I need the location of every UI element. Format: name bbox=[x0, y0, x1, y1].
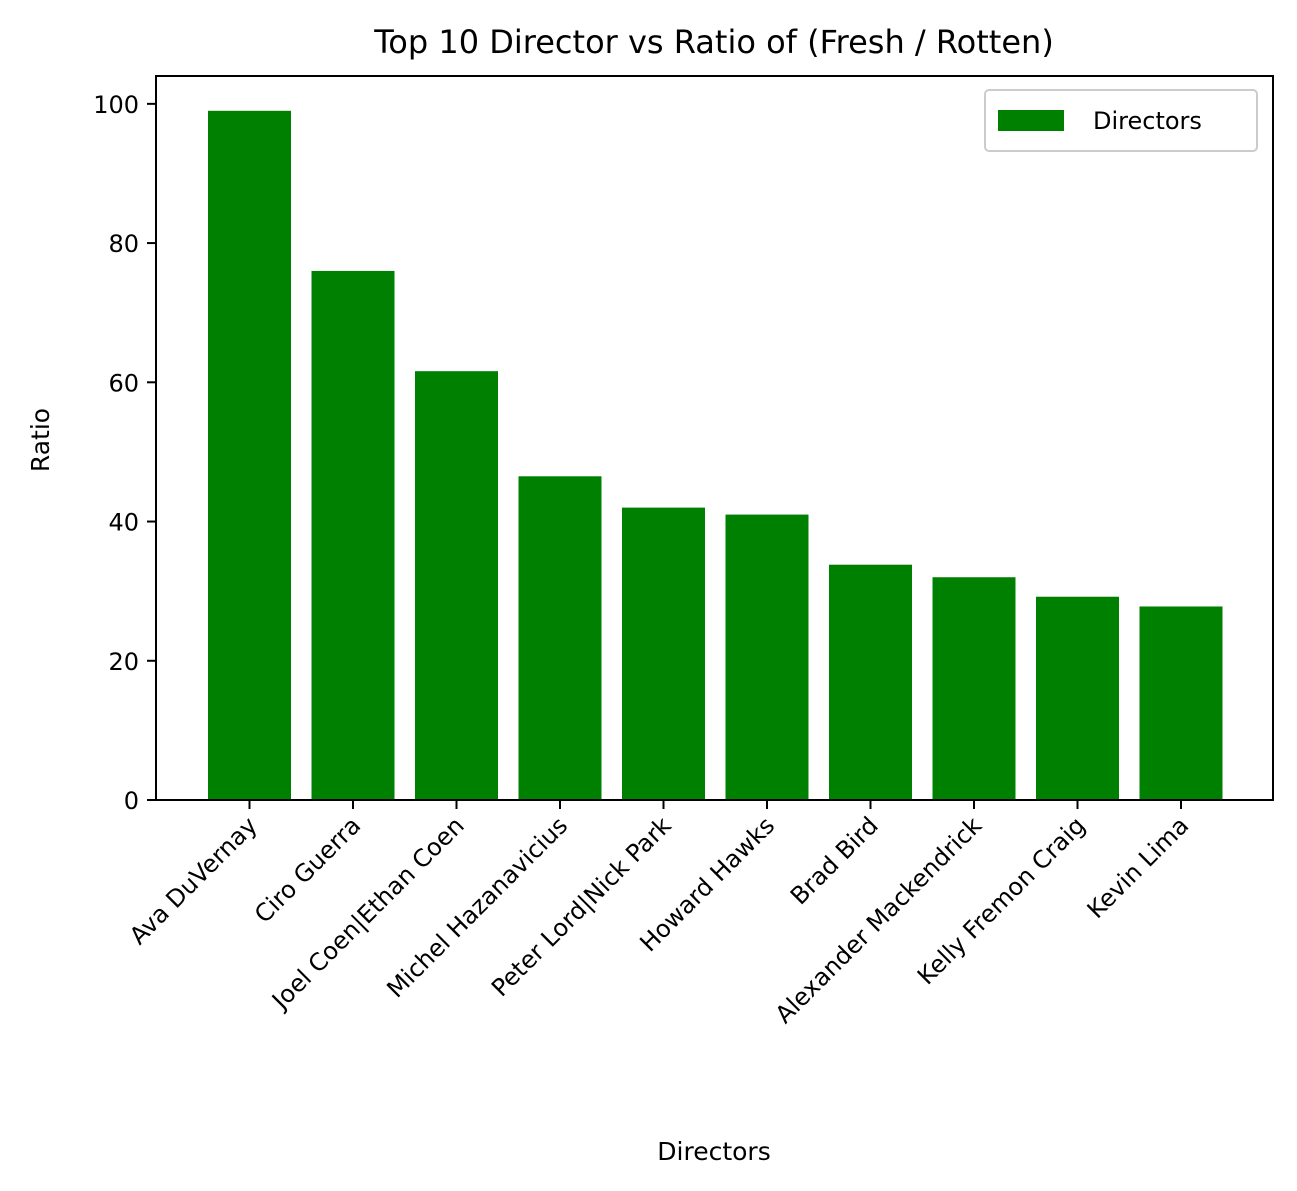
plot-frame bbox=[155, 75, 1274, 801]
y-tick-label-1: 20 bbox=[108, 648, 139, 676]
chart-title: Top 10 Director vs Ratio of (Fresh / Rot… bbox=[373, 23, 1054, 61]
x-tick-label-3: Michel Hazanavicius bbox=[381, 811, 573, 1003]
legend-frame bbox=[984, 89, 1258, 152]
x-tick-label-0: Ava DuVernay bbox=[124, 811, 263, 950]
x-tick-label-1: Ciro Guerra bbox=[249, 811, 366, 928]
y-tick-label-0: 0 bbox=[124, 787, 139, 815]
bar-0 bbox=[208, 110, 291, 801]
y-axis-label: Ratio bbox=[26, 408, 55, 472]
x-tick-label-2: Joel Coen|Ethan Coen bbox=[265, 811, 469, 1015]
bar-5 bbox=[725, 514, 809, 800]
bar-7 bbox=[932, 577, 1016, 800]
bars-group bbox=[208, 110, 1223, 801]
y-tick-label-2: 40 bbox=[108, 509, 139, 537]
legend-label: Directors bbox=[1093, 107, 1202, 135]
legend: Directors bbox=[984, 89, 1258, 152]
x-tick-label-9: Kevin Lima bbox=[1082, 811, 1195, 924]
bar-8 bbox=[1036, 596, 1119, 800]
x-tick-label-4: Peter Lord|Nick Park bbox=[486, 811, 677, 1002]
y-tick-label-4: 80 bbox=[108, 230, 139, 258]
x-tick-label-7: Alexander Mackendrick bbox=[770, 811, 988, 1029]
x-axis-label: Directors bbox=[657, 1137, 770, 1166]
x-tick-label-6: Brad Bird bbox=[785, 811, 884, 910]
bar-3 bbox=[518, 476, 602, 800]
y-tick-label-5: 100 bbox=[93, 91, 139, 119]
y-tick-label-3: 60 bbox=[108, 369, 139, 397]
legend-swatch bbox=[998, 110, 1064, 131]
bar-4 bbox=[622, 507, 705, 800]
y-axis: 0 20 40 60 80 100 bbox=[93, 91, 156, 815]
bar-1 bbox=[311, 270, 395, 800]
bar-6 bbox=[829, 564, 912, 800]
bar-9 bbox=[1139, 606, 1223, 800]
x-tick-label-8: Kelly Fremon Craig bbox=[912, 811, 1091, 990]
bar-2 bbox=[415, 371, 498, 800]
